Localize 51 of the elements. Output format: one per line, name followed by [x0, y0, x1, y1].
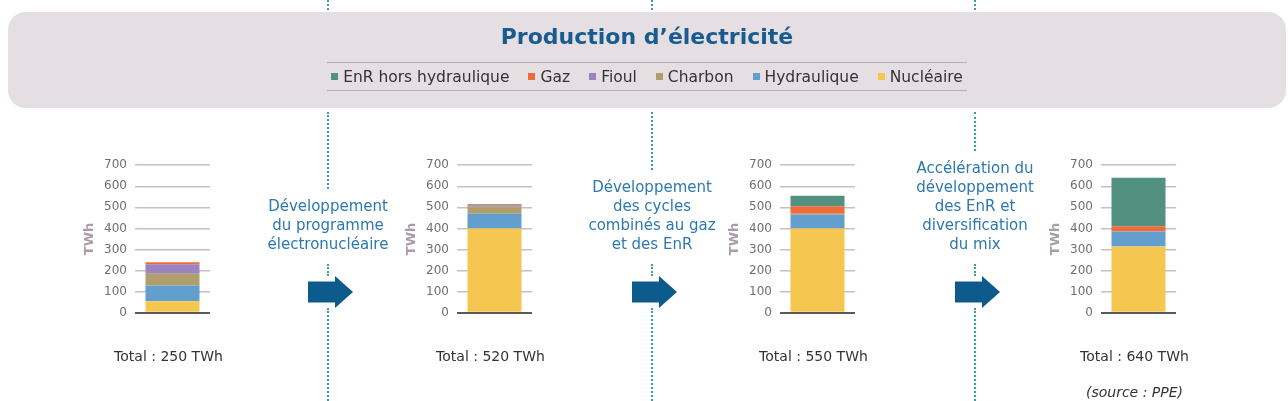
text: Total : 520 TWh — [435, 348, 546, 364]
y-tick-label: 100 — [749, 283, 772, 298]
text: Total : 640 TWh — [1079, 348, 1190, 364]
y-tick-label: 200 — [104, 262, 127, 277]
text: Accélération du développement des EnR et diversification du mix — [915, 159, 1035, 254]
y-tick-label: 100 — [104, 283, 127, 298]
y-tick-label: 0 — [764, 304, 772, 319]
text: Développement du programme électronucléaire — [266, 197, 390, 254]
y-tick-label: 500 — [104, 199, 127, 214]
y-axis-title: TWh — [726, 222, 742, 256]
legend-label: Fioul — [601, 67, 637, 86]
y-tick-label: 700 — [104, 157, 127, 172]
legend-label: Gaz — [540, 67, 571, 86]
y-tick-label: 200 — [426, 262, 449, 277]
text: Total : 250 TWh — [113, 348, 224, 364]
y-tick-label: 600 — [1070, 178, 1093, 193]
y-tick-label: 500 — [749, 199, 772, 214]
y-tick-label: 400 — [1070, 220, 1093, 235]
y-tick-label: 100 — [1070, 283, 1093, 298]
y-axis-title: TWh — [1047, 222, 1063, 256]
y-tick-label: 500 — [426, 199, 449, 214]
y-tick-label: 700 — [749, 157, 772, 172]
legend-label: EnR hors hydraulique — [343, 67, 510, 86]
y-tick-label: 600 — [749, 178, 772, 193]
y-tick-label: 200 — [749, 262, 772, 277]
text: Total : 550 TWh — [758, 348, 869, 364]
legend-label: Charbon — [667, 67, 734, 86]
y-tick-label: 400 — [104, 220, 127, 235]
legend-label: Nucléaire — [889, 67, 963, 86]
y-tick-label: 0 — [441, 304, 449, 319]
y-tick-label: 200 — [1070, 262, 1093, 277]
y-axis-title: TWh — [403, 222, 419, 256]
y-tick-label: 300 — [426, 241, 449, 256]
text: Production d’électricité — [499, 23, 795, 51]
y-tick-label: 400 — [749, 220, 772, 235]
y-tick-label: 500 — [1070, 199, 1093, 214]
y-axis-title: TWh — [81, 222, 97, 256]
legend-label: Hydraulique — [764, 67, 859, 86]
y-tick-label: 0 — [119, 304, 127, 319]
y-tick-label: 700 — [1070, 157, 1093, 172]
y-tick-label: 300 — [749, 241, 772, 256]
y-tick-label: 600 — [104, 178, 127, 193]
y-tick-label: 400 — [426, 220, 449, 235]
y-tick-label: 100 — [426, 283, 449, 298]
y-tick-label: 300 — [104, 241, 127, 256]
y-tick-label: 700 — [426, 157, 449, 172]
y-tick-label: 300 — [1070, 241, 1093, 256]
y-tick-label: 0 — [1085, 304, 1093, 319]
y-tick-label: 600 — [426, 178, 449, 193]
text: (source : PPE) — [1084, 384, 1185, 400]
text: Développement des cycles combinés au gaz et des EnR — [587, 178, 717, 254]
